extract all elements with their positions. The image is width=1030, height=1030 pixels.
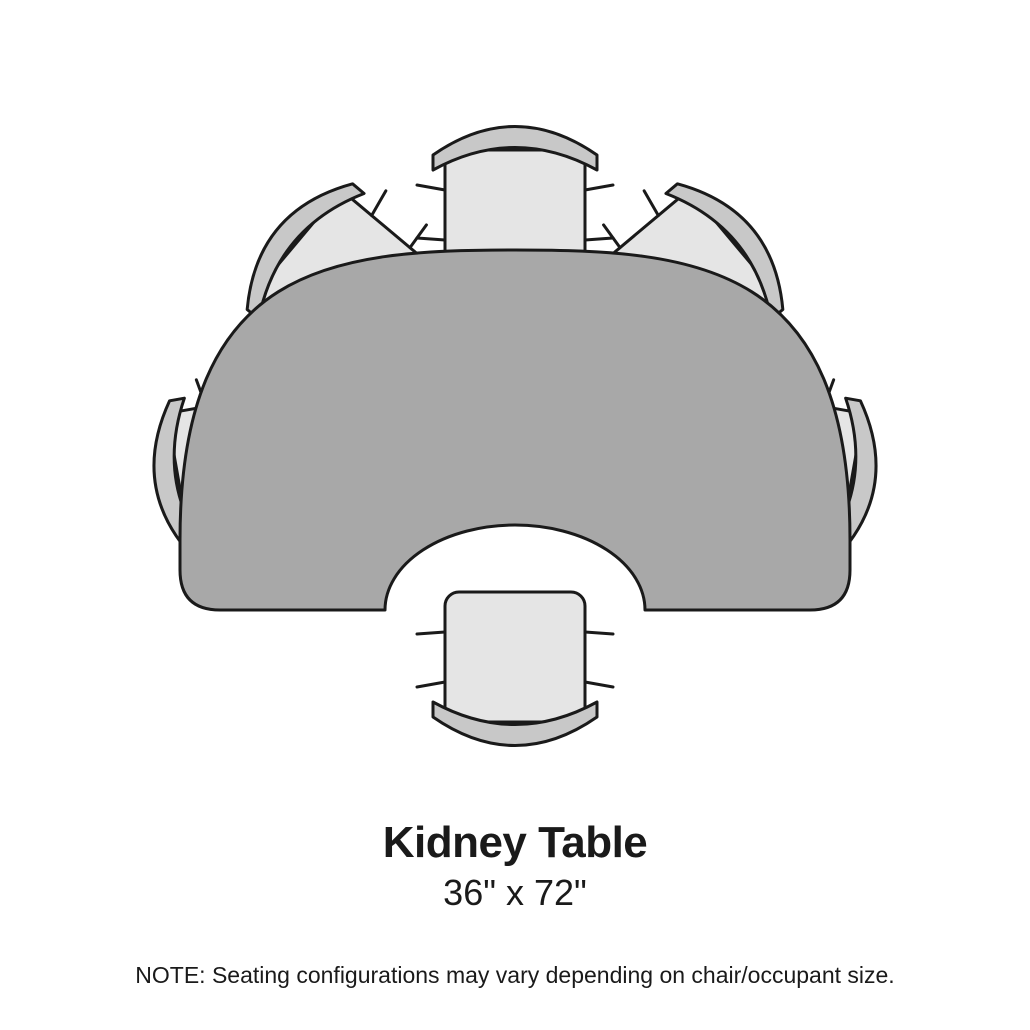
kidney-table-top xyxy=(180,250,850,610)
chair-icon xyxy=(417,592,613,746)
diagram-stage: Kidney Table 36" x 72" NOTE: Seating con… xyxy=(0,0,1030,1030)
diagram-title: Kidney Table xyxy=(0,818,1030,868)
diagram-note: NOTE: Seating configurations may vary de… xyxy=(0,962,1030,989)
diagram-dimensions: 36" x 72" xyxy=(0,872,1030,914)
